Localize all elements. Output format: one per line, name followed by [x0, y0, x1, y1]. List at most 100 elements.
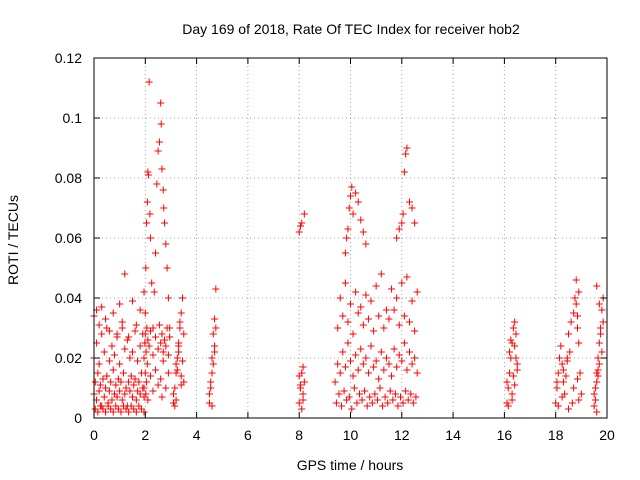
data-point	[91, 378, 99, 386]
data-point	[353, 399, 361, 407]
data-point	[595, 339, 603, 347]
data-point	[388, 285, 396, 293]
data-point	[154, 345, 162, 353]
data-point	[403, 144, 411, 152]
data-point	[164, 351, 172, 359]
data-point	[395, 321, 403, 329]
data-point	[144, 396, 152, 404]
data-point	[334, 360, 342, 368]
data-point	[598, 306, 606, 314]
data-point	[103, 372, 111, 380]
data-point	[128, 393, 136, 401]
data-point	[509, 372, 517, 380]
data-point	[170, 390, 178, 398]
data-point	[107, 378, 115, 386]
data-point	[362, 291, 370, 299]
data-point	[408, 297, 416, 305]
data-point	[511, 342, 519, 350]
data-point	[158, 330, 166, 338]
data-point	[173, 366, 181, 374]
data-point	[178, 357, 186, 365]
data-point	[405, 318, 413, 326]
data-point	[95, 387, 103, 395]
data-point	[400, 312, 408, 320]
data-point	[594, 372, 602, 380]
data-point	[559, 378, 567, 386]
x-tick-label: 0	[90, 427, 98, 443]
data-point	[400, 339, 408, 347]
data-point	[591, 396, 599, 404]
data-point	[143, 219, 151, 227]
data-point	[118, 324, 126, 332]
data-point	[141, 369, 149, 377]
data-point	[108, 342, 116, 350]
data-point	[559, 366, 567, 374]
data-point	[348, 405, 356, 413]
data-point	[339, 312, 347, 320]
data-point	[171, 402, 179, 410]
data-point	[175, 342, 183, 350]
data-point	[394, 402, 402, 410]
data-point	[358, 396, 366, 404]
data-point	[370, 327, 378, 335]
data-point	[211, 315, 219, 323]
data-point	[163, 324, 171, 332]
data-point	[341, 249, 349, 257]
data-point	[354, 309, 362, 317]
data-point	[335, 390, 343, 398]
data-point	[506, 348, 514, 356]
data-point	[177, 381, 185, 389]
data-point	[399, 399, 407, 407]
data-point	[512, 354, 520, 362]
data-point	[556, 354, 564, 362]
data-point	[503, 399, 511, 407]
data-point	[102, 408, 110, 416]
y-tick-label: 0.08	[55, 170, 82, 186]
data-point	[163, 264, 171, 272]
data-point	[367, 342, 375, 350]
data-point	[361, 387, 369, 395]
data-point	[399, 210, 407, 218]
data-point	[134, 357, 142, 365]
data-point	[355, 390, 363, 398]
data-point	[128, 297, 136, 305]
data-point	[366, 393, 374, 401]
data-point	[563, 357, 571, 365]
x-tick-label: 16	[497, 427, 513, 443]
data-point	[380, 324, 388, 332]
data-point	[371, 390, 379, 398]
data-point	[364, 369, 372, 377]
data-point	[171, 384, 179, 392]
data-point	[296, 381, 304, 389]
data-point	[123, 336, 131, 344]
data-point	[300, 378, 308, 386]
data-point	[172, 369, 180, 377]
data-point	[403, 273, 411, 281]
data-point	[102, 384, 110, 392]
data-point	[352, 189, 360, 197]
data-point	[105, 357, 113, 365]
data-point	[364, 315, 372, 323]
data-point	[159, 357, 167, 365]
data-point	[340, 387, 348, 395]
data-point	[177, 309, 185, 317]
data-point	[209, 330, 217, 338]
data-point	[146, 327, 154, 335]
data-point	[117, 378, 125, 386]
data-point	[398, 357, 406, 365]
data-point	[162, 384, 170, 392]
data-point	[508, 390, 516, 398]
data-point	[411, 327, 419, 335]
data-point	[116, 387, 124, 395]
data-point	[157, 120, 165, 128]
plot-frame	[93, 57, 608, 419]
data-point	[146, 372, 154, 380]
data-point	[391, 390, 399, 398]
data-point	[141, 309, 149, 317]
data-point	[372, 357, 380, 365]
y-tick-label: 0.02	[55, 350, 82, 366]
data-point	[146, 234, 154, 242]
data-point	[142, 348, 150, 356]
y-tick-label: 0.06	[55, 230, 82, 246]
data-point	[574, 375, 582, 383]
